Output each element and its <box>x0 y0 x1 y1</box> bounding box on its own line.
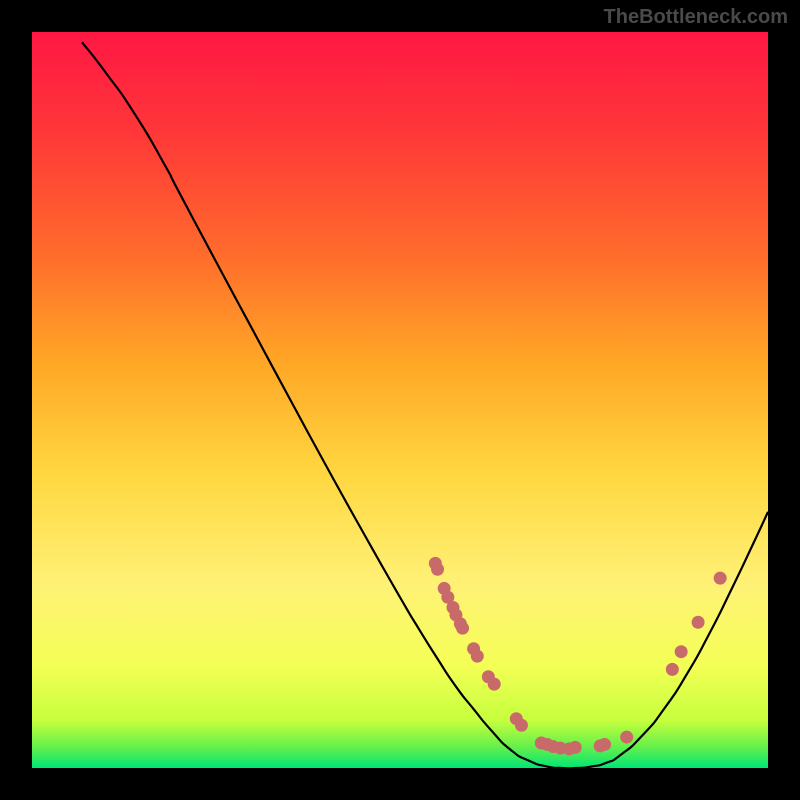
watermark-text: TheBottleneck.com <box>604 6 788 29</box>
data-markers <box>429 557 727 755</box>
data-marker <box>431 563 444 576</box>
data-marker <box>515 719 528 732</box>
data-marker <box>569 741 582 754</box>
data-marker <box>620 731 633 744</box>
data-marker <box>692 616 705 629</box>
data-marker <box>598 738 611 751</box>
curve-layer <box>32 32 768 768</box>
bottleneck-curve <box>82 42 768 768</box>
plot-area <box>32 32 768 768</box>
data-marker <box>488 678 501 691</box>
data-marker <box>714 572 727 585</box>
data-marker <box>471 650 484 663</box>
data-marker <box>675 645 688 658</box>
data-marker <box>456 622 469 635</box>
data-marker <box>666 663 679 676</box>
